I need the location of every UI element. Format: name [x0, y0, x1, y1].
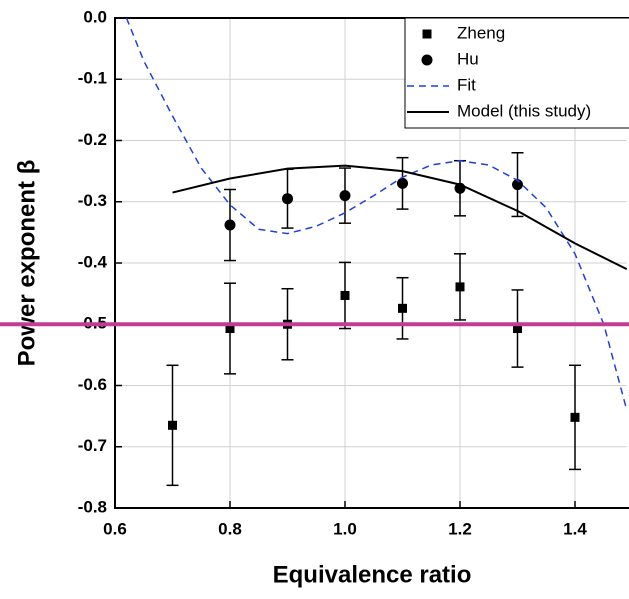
- marker: [513, 324, 522, 334]
- y-tick-label: 0.0: [83, 7, 107, 26]
- marker: [168, 420, 177, 430]
- legend-marker: [422, 29, 432, 39]
- marker: [398, 303, 407, 313]
- marker: [225, 324, 235, 334]
- series-line: [172, 164, 628, 271]
- marker: [340, 290, 350, 300]
- legend-box: [404, 17, 629, 129]
- marker: [339, 190, 351, 202]
- y-tick-label: -0.3: [78, 191, 107, 210]
- y-tick-label: -0.7: [78, 436, 107, 455]
- marker: [455, 282, 465, 292]
- x-tick-label: 1.4: [563, 519, 587, 538]
- x-axis-title: Equivalence ratio: [273, 561, 472, 588]
- plot-frame: [114, 17, 629, 509]
- x-tick-label: 1.2: [448, 519, 472, 538]
- series-line: [125, 17, 628, 411]
- y-tick-label: -0.8: [78, 497, 107, 516]
- legend-label: Fit: [457, 75, 476, 94]
- legend-marker: [421, 54, 433, 66]
- marker: [570, 412, 580, 422]
- legend-label: Zheng: [457, 23, 505, 42]
- marker: [224, 219, 236, 231]
- marker: [282, 193, 293, 205]
- x-tick-label: 0.8: [218, 519, 242, 538]
- marker: [512, 179, 523, 191]
- y-tick-label: -0.2: [78, 130, 107, 149]
- y-tick-label: -0.6: [78, 375, 107, 394]
- legend-label: Hu: [457, 49, 479, 68]
- y-tick-label: -0.1: [78, 69, 107, 88]
- marker: [397, 177, 408, 189]
- x-tick-label: 0.6: [103, 519, 127, 538]
- y-tick-label: -0.4: [78, 252, 108, 271]
- x-tick-label: 1.0: [333, 519, 357, 538]
- legend-label: Model (this study): [457, 101, 591, 120]
- y-axis-title: Power exponent β: [13, 160, 40, 367]
